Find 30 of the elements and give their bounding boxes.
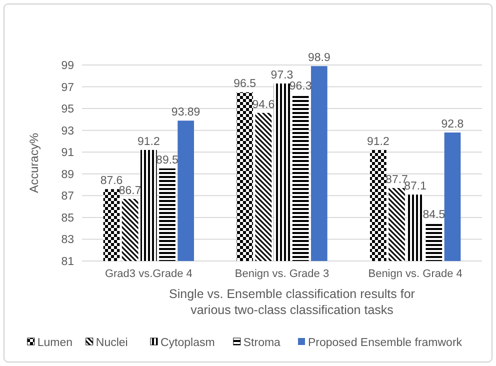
legend-label: Stroma [243, 337, 282, 349]
y-tick-label: 93 [61, 125, 74, 138]
data-label: 92.8 [441, 118, 464, 131]
y-axis-title: Accuracy% [27, 132, 41, 194]
y-tick-label: 83 [61, 234, 74, 246]
y-tick-label: 97 [61, 82, 74, 94]
legend-label: Nuclei [96, 337, 128, 349]
data-label: 94.6 [252, 98, 275, 111]
x-tick-label: Benign vs. Grade 3 [234, 268, 330, 280]
data-label: 91.2 [366, 136, 390, 148]
data-label: 91.2 [137, 136, 160, 148]
x-tick-label: Benign vs. Grade 4 [368, 268, 462, 280]
y-tick-label: 81 [61, 256, 74, 268]
y-tick-label: 89 [61, 168, 74, 181]
y-tick-label: 85 [61, 212, 74, 224]
data-label: 93.89 [171, 106, 200, 119]
data-label: 97.3 [270, 70, 294, 82]
x-axis-title: Single vs. Ensemble classification results for various two-class classification tasks [169, 287, 415, 317]
data-label: 87.1 [404, 180, 427, 193]
legend-label: Proposed Ensemble framwork [308, 337, 462, 349]
y-tick-label: 87 [61, 190, 74, 203]
x-tick-label: Grad3 vs.Grade 4 [104, 268, 192, 280]
data-label: 96.5 [234, 78, 256, 90]
data-label: 98.9 [308, 52, 330, 64]
y-tick-label: 99 [61, 60, 74, 72]
legend-label: Lumen [37, 337, 73, 349]
y-tick-label: 91 [61, 147, 74, 160]
y-tick-label: 95 [61, 104, 74, 116]
data-label: 87.6 [100, 175, 123, 188]
legend-label: Cytoplasm [160, 337, 215, 349]
